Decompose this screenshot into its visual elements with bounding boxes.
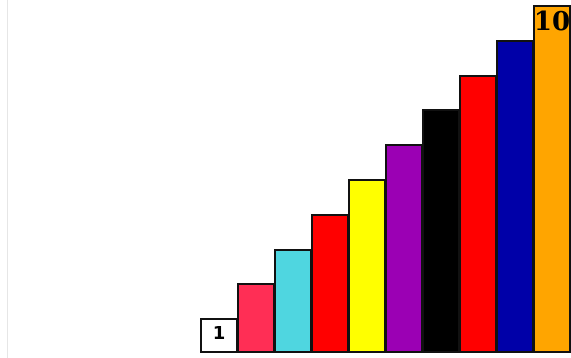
left-border-line [7, 0, 8, 358]
rod-5 [348, 179, 386, 353]
rod-10 [533, 5, 571, 353]
rod-label-1: 1 [212, 323, 226, 344]
rod-4 [311, 214, 349, 353]
rod-2 [237, 283, 275, 353]
rod-6 [385, 144, 423, 353]
rod-8 [459, 75, 497, 353]
rod-label-10: 10 [533, 7, 571, 37]
rod-7 [422, 109, 460, 353]
rod-1 [200, 318, 238, 353]
rod-9 [496, 40, 534, 353]
rod-3 [274, 249, 312, 353]
